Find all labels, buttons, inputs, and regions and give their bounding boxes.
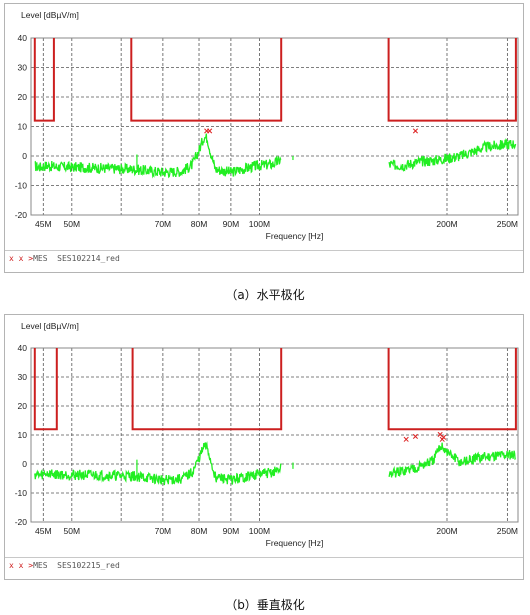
x-tick-label: 80M	[191, 526, 208, 536]
chart-panel-vertical: Level [dBµV/m] 40 30 20 10 0 -10 -20 45M 50M 70M 80…	[4, 314, 524, 580]
x-tick-label: 70M	[155, 526, 172, 536]
marker-legend-icon: x x >	[9, 254, 33, 263]
y-tick-label: 30	[18, 372, 28, 382]
x-tick-label: 45M	[35, 526, 52, 536]
x-axis-label: Frequency [Hz]	[266, 538, 324, 548]
x-tick-label: 70M	[155, 219, 172, 229]
x-tick-label: 250M	[497, 526, 518, 536]
x-tick-label: 100M	[249, 526, 270, 536]
x-tick-label: 80M	[191, 219, 208, 229]
plot-frame	[31, 348, 518, 522]
measurement-markers	[404, 432, 446, 441]
y-tick-label: 30	[18, 63, 28, 73]
x-tick-label: 250M	[497, 219, 518, 229]
limit-segment	[35, 38, 54, 121]
x-tick-label: 100M	[249, 219, 270, 229]
x-tick-label: 45M	[35, 219, 52, 229]
marker-x	[441, 435, 445, 439]
figure-caption: （b）垂直极化	[0, 596, 530, 613]
figure-caption: （a）水平极化	[0, 286, 530, 303]
legend-label: MES SES102214_red	[33, 254, 120, 263]
y-axis-label: Level [dBµV/m]	[21, 10, 79, 20]
limit-line	[35, 38, 516, 121]
y-tick-label: 40	[18, 343, 28, 353]
legend-text: x x >MES SES102215_red	[9, 561, 120, 570]
limit-segment	[389, 348, 516, 429]
grid	[31, 348, 518, 522]
y-tick-label: -10	[15, 488, 28, 498]
marker-x	[413, 129, 417, 133]
trace-band	[389, 443, 515, 478]
trace-band	[389, 140, 515, 171]
y-tick-label: -20	[15, 210, 28, 220]
x-tick-label: 50M	[64, 219, 81, 229]
limit-segment	[131, 38, 281, 121]
y-tick-label: 0	[22, 151, 27, 161]
marker-legend-icon: x x >	[9, 561, 33, 570]
x-tick-label: 200M	[436, 526, 457, 536]
y-tick-label: 0	[22, 459, 27, 469]
y-tick-label: -20	[15, 517, 28, 527]
limit-segment	[389, 38, 516, 121]
plot-frame	[31, 38, 518, 215]
chart-horizontal: Level [dBµV/m] 40 30 20 10 0 -10 -20 45M 50M 70M 80…	[5, 4, 523, 252]
x-tick-label: 90M	[223, 526, 240, 536]
chart-vertical: Level [dBµV/m] 40 30 20 10 0 -10 -20 45M 50M 70M 80…	[5, 315, 523, 559]
emission-trace	[35, 134, 516, 177]
y-tick-label: 40	[18, 33, 28, 43]
measurement-markers	[204, 129, 417, 133]
marker-x	[404, 437, 408, 441]
legend-row: x x >MES SES102214_red	[5, 250, 523, 271]
marker-x	[413, 434, 417, 438]
y-axis-label: Level [dBµV/m]	[21, 321, 79, 331]
grid	[31, 38, 518, 215]
legend-text: x x >MES SES102214_red	[9, 254, 120, 263]
x-tick-label: 50M	[64, 526, 81, 536]
x-tick-label: 200M	[436, 219, 457, 229]
y-tick-label: -10	[15, 181, 28, 191]
limit-segment	[133, 348, 282, 429]
y-tick-label: 10	[18, 430, 28, 440]
limit-segment	[35, 348, 57, 429]
marker-x	[207, 129, 211, 133]
limit-line	[35, 348, 516, 429]
x-axis-label: Frequency [Hz]	[266, 231, 324, 241]
y-tick-label: 10	[18, 122, 28, 132]
x-tick-label: 90M	[223, 219, 240, 229]
legend-row: x x >MES SES102215_red	[5, 557, 523, 578]
legend-label: MES SES102215_red	[33, 561, 120, 570]
y-tick-label: 20	[18, 92, 28, 102]
y-tick-label: 20	[18, 401, 28, 411]
chart-panel-horizontal: Level [dBµV/m] 40 30 20 10 0 -10 -20 45M 50M 70M 80…	[4, 3, 524, 273]
